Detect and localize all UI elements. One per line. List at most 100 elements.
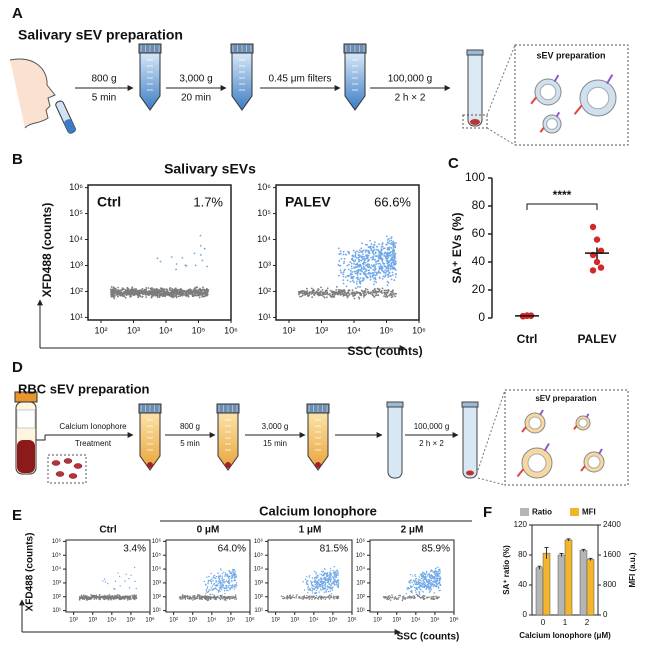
scatter-texture [357,296,360,299]
scatter-texture [436,583,438,586]
scatter-texture [108,599,110,601]
scatter-texture [427,584,430,586]
scatter-texture [384,272,387,274]
scatter-texture [320,597,322,599]
scatter-texture [195,289,197,291]
scatter-texture [377,294,380,297]
scatter-texture [387,246,389,249]
pellet [470,119,480,125]
scatter-texture [130,598,132,600]
scatter-texture [354,259,357,261]
tube-body [231,52,253,111]
conical-tube [230,43,254,111]
x-tick-label: 10⁵ [430,617,440,624]
scatter-texture [335,584,338,586]
scatter-texture [183,596,186,598]
panel-label: A [12,5,23,22]
scatter-texture [350,273,352,276]
scatter-texture [218,587,221,589]
y-tick-label: 10³ [258,260,271,270]
data-point [593,236,601,243]
scatter-texture [178,293,181,296]
scatter-texture [140,289,143,291]
scatter-texture [313,592,316,594]
scatter-texture [431,575,434,578]
scatter-texture [365,287,367,290]
scatter-texture [384,595,387,598]
scatter-texture [369,247,372,249]
y-tick-label: 10⁴ [69,234,83,244]
scatter-texture [201,292,204,294]
scatter-texture [145,288,148,291]
scatter-texture [207,580,210,582]
scatter-texture [421,577,424,579]
scatter-texture [210,586,212,589]
pellet [147,462,153,468]
step-label: 800 g [91,74,116,85]
scatter-texture [82,594,85,596]
scatter-texture [310,287,313,290]
scatter-texture [342,250,345,253]
scatter-texture [356,276,359,279]
plot-name: Ctrl [97,194,121,210]
scatter-texture [367,251,370,253]
scatter-texture [380,290,383,292]
scatter-texture [328,598,331,600]
y-tick-label: 10⁵ [356,552,366,559]
scatter-texture [423,577,426,579]
scatter-texture [309,597,311,599]
scatter-texture [344,253,347,256]
scatter-texture [173,295,176,298]
scatter-texture [336,597,339,599]
scatter-texture [216,585,218,587]
scatter-texture [192,596,195,599]
plot-percent: 81.5% [320,544,348,555]
scatter-texture [319,585,321,588]
scatter-texture [439,572,441,575]
scatter-texture [390,236,393,239]
y-tick-label: 10⁴ [52,566,62,573]
x-tick-label: 10⁵ [380,325,394,335]
scatter-texture [434,575,436,578]
scatter-texture [286,597,288,599]
y-tick-label: 10⁴ [356,566,366,573]
scatter-texture [181,594,184,596]
scatter-texture [118,290,120,293]
scatter-texture [210,579,212,581]
scatter-texture [384,274,387,276]
scatter-texture [182,290,185,293]
scatter-texture [353,281,355,284]
conical-tube [138,43,162,111]
scatter-texture [338,253,341,255]
scatter-texture [299,596,301,598]
scatter-texture [402,595,405,597]
scatter-texture [134,595,137,597]
scatter-texture [415,584,418,586]
scatter-texture [324,596,326,598]
scatter-texture [112,286,115,289]
scatter-texture [319,293,322,295]
scatter-texture [435,579,438,581]
scatter-texture [368,258,370,261]
scatter-texture [127,595,130,598]
tube-body [217,412,239,471]
scatter-texture [406,587,408,589]
ultracentrifuge-tube [461,401,479,479]
scatter-texture [79,599,81,601]
scatter-texture [172,289,175,292]
scatter-texture [416,581,418,584]
scatter-texture [353,262,356,265]
scatter-texture [219,588,222,590]
scatter-texture [343,260,346,263]
scatter-texture [427,573,429,576]
scatter-texture [333,565,335,568]
scatter-texture [117,572,119,574]
scatter-texture [423,595,426,597]
scatter-texture [206,290,209,293]
scatter-texture [410,597,412,599]
scatter-texture [370,243,373,245]
scatter-texture [420,588,422,591]
axis-label: XFD488 (counts) [25,533,36,612]
x-tick-label: 10⁶ [224,325,238,335]
scatter-texture [374,278,377,281]
